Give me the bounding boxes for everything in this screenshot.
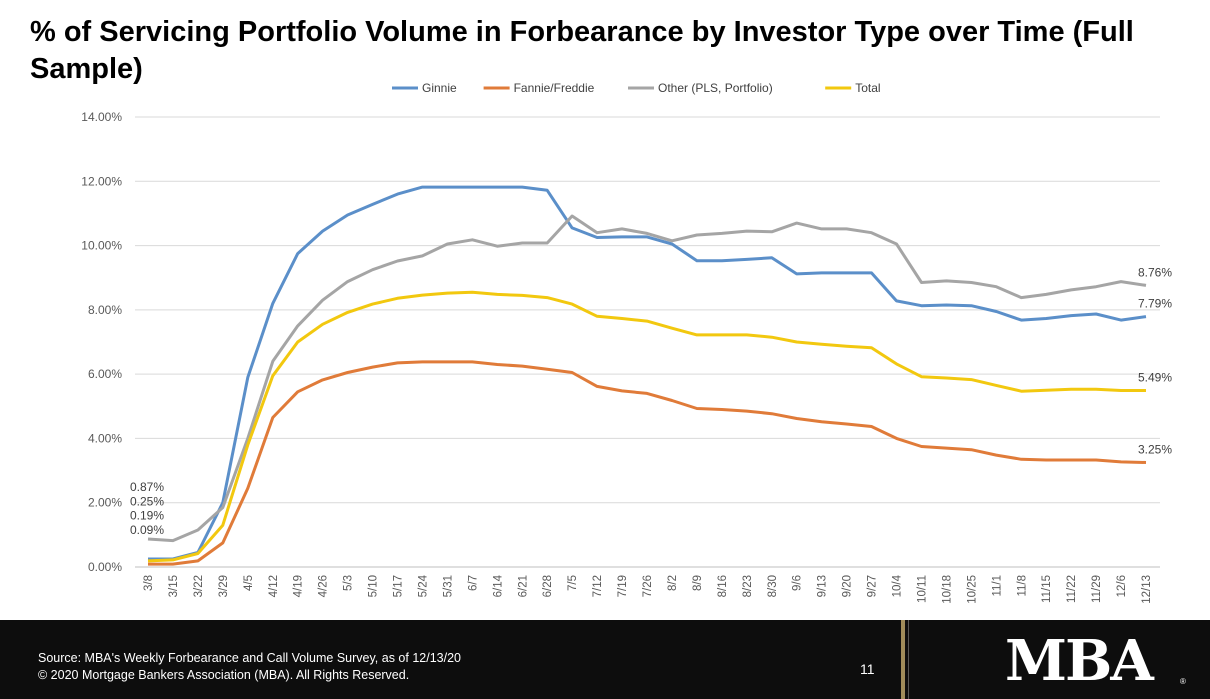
x-tick-label: 10/25 xyxy=(966,575,978,604)
copyright: © 2020 Mortgage Bankers Association (MBA… xyxy=(38,668,410,682)
data-label: 0.25% xyxy=(130,494,164,508)
x-tick-label: 7/5 xyxy=(567,575,579,591)
x-tick-label: 3/29 xyxy=(218,575,230,597)
mba-logo: MBA xyxy=(1005,628,1154,694)
y-tick-label: 10.00% xyxy=(81,239,122,253)
x-tick-label: 10/18 xyxy=(941,575,953,604)
legend-label: Ginnie xyxy=(422,81,457,95)
x-tick-label: 9/27 xyxy=(867,575,879,597)
x-tick-label: 4/12 xyxy=(268,575,280,597)
data-label: 5.49% xyxy=(1138,371,1172,385)
page-number: 11 xyxy=(860,661,875,677)
x-tick-label: 9/6 xyxy=(792,575,804,591)
series-line-other-pls-portfolio- xyxy=(147,214,1147,543)
x-tick-label: 5/31 xyxy=(442,575,454,597)
y-tick-label: 12.00% xyxy=(81,174,122,188)
x-tick-label: 7/19 xyxy=(617,575,629,597)
x-tick-label: 12/6 xyxy=(1116,575,1128,597)
series-line-ginnie xyxy=(148,185,1147,561)
x-tick-label: 10/4 xyxy=(892,574,904,597)
footer: Source: MBA's Weekly Forbearance and Cal… xyxy=(0,620,1210,699)
x-tick-label: 11/8 xyxy=(1016,575,1028,597)
x-tick-label: 11/15 xyxy=(1041,575,1053,603)
x-tick-label: 5/24 xyxy=(417,574,429,597)
series-line-total xyxy=(147,290,1146,563)
x-tick-label: 5/17 xyxy=(393,575,405,597)
data-label: 0.19% xyxy=(130,509,164,523)
x-tick-label: 6/7 xyxy=(467,575,479,591)
x-tick-label: 5/10 xyxy=(368,575,380,597)
x-tick-label: 11/29 xyxy=(1091,575,1103,603)
x-tick-label: 4/5 xyxy=(243,575,255,591)
x-tick-label: 6/28 xyxy=(542,575,554,597)
x-tick-label: 11/22 xyxy=(1066,575,1078,603)
x-tick-label: 4/19 xyxy=(293,575,305,597)
x-tick-label: 3/8 xyxy=(143,575,155,591)
y-tick-label: 6.00% xyxy=(88,367,122,381)
x-tick-label: 10/11 xyxy=(916,575,928,603)
x-tick-label: 4/26 xyxy=(318,575,330,597)
x-tick-label: 8/9 xyxy=(692,575,704,591)
data-label: 3.25% xyxy=(1138,443,1172,457)
x-tick-label: 6/14 xyxy=(492,574,504,597)
chart-title: % of Servicing Portfolio Volume in Forbe… xyxy=(30,16,1134,85)
y-tick-label: 14.00% xyxy=(81,110,122,124)
series-line-fannie-freddie xyxy=(148,360,1147,566)
y-tick-label: 4.00% xyxy=(88,431,122,445)
x-tick-label: 9/20 xyxy=(842,575,854,597)
y-tick-label: 8.00% xyxy=(88,303,122,317)
x-tick-label: 9/13 xyxy=(817,575,829,597)
x-tick-label: 3/22 xyxy=(193,575,205,597)
y-tick-label: 0.00% xyxy=(88,560,122,574)
x-tick-label: 7/12 xyxy=(592,575,604,597)
data-label: 7.79% xyxy=(1138,297,1172,311)
registered-icon: ® xyxy=(1180,677,1186,686)
divider xyxy=(908,620,909,699)
x-tick-label: 11/1 xyxy=(991,575,1003,597)
legend-label: Other (PLS, Portfolio) xyxy=(658,81,773,95)
data-label: 0.09% xyxy=(130,523,164,537)
data-label: 0.87% xyxy=(130,480,164,494)
divider xyxy=(901,620,905,699)
x-tick-label: 8/30 xyxy=(767,575,779,597)
x-tick-label: 6/21 xyxy=(517,575,529,597)
legend-label: Fannie/Freddie xyxy=(514,81,595,95)
x-tick-label: 5/3 xyxy=(343,575,355,591)
x-tick-label: 8/16 xyxy=(717,575,729,597)
data-label: 8.76% xyxy=(1138,265,1172,279)
source-note: Source: MBA's Weekly Forbearance and Cal… xyxy=(38,651,461,665)
x-tick-label: 8/2 xyxy=(667,575,679,591)
legend-label: Total xyxy=(855,81,880,95)
x-tick-label: 7/26 xyxy=(642,575,654,597)
x-tick-label: 8/23 xyxy=(742,575,754,597)
x-tick-label: 12/13 xyxy=(1141,575,1153,604)
line-chart: 0.00% 2.00% 4.00% 6.00% 8.00% 10.00% 12.00% 14.… xyxy=(81,81,1172,604)
y-tick-label: 2.00% xyxy=(88,496,122,510)
x-tick-label: 3/15 xyxy=(168,575,180,597)
footer-text: Source: MBA's Weekly Forbearance and Cal… xyxy=(38,650,461,684)
